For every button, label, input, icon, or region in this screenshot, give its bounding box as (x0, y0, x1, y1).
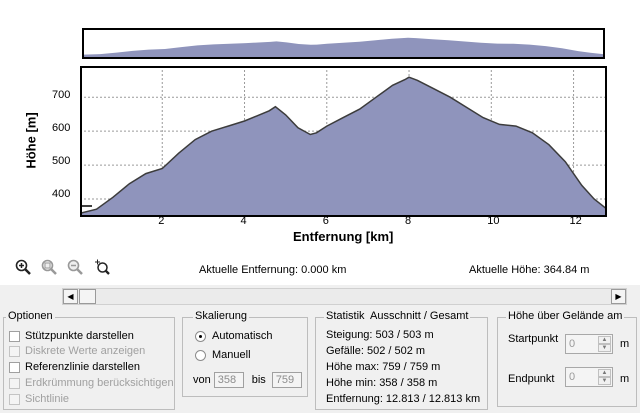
overview-profile-svg (84, 37, 603, 57)
statistics-group: Statistik Ausschnitt / Gesamt Steigung: … (315, 310, 488, 410)
options-group: Optionen Stützpunkte darstellen Diskrete… (3, 310, 175, 410)
end-point-label: Endpunkt (508, 373, 555, 385)
statistics-group-title: Statistik Ausschnitt / Gesamt (324, 310, 471, 322)
spin-down-icon[interactable]: ▼ (598, 344, 611, 352)
spin-up-icon[interactable]: ▲ (598, 369, 611, 377)
x-tick-label: 2 (158, 215, 165, 227)
plot-frame (80, 66, 607, 217)
start-point-value: 0 (569, 338, 576, 350)
option-discrete-values[interactable]: Diskrete Werte anzeigen (9, 345, 145, 357)
y-axis-label: Höhe [m] (23, 112, 39, 169)
radio-button[interactable] (195, 349, 206, 361)
radio-label: Manuell (212, 349, 251, 361)
stat-line: Höhe min: 358 / 358 m (326, 377, 438, 389)
current-distance: Aktuelle Entfernung: 0.000 km (199, 264, 347, 276)
x-tick-label: 6 (322, 215, 329, 227)
current-height: Aktuelle Höhe: 364.84 m (469, 264, 590, 276)
to-field[interactable]: 759 (271, 372, 302, 388)
horizontal-scrollbar[interactable]: ◀ ▶ (62, 288, 627, 305)
x-axis-label: Entfernung [km] (293, 229, 394, 244)
checkbox[interactable] (9, 330, 20, 342)
start-unit-label: m (620, 338, 630, 350)
radio-label: Automatisch (212, 330, 273, 342)
x-tick-label: 12 (569, 215, 582, 227)
x-tick-label: 4 (240, 215, 247, 227)
option-label: Stützpunkte darstellen (25, 330, 134, 342)
scaling-range: von 358 bis 759 (193, 372, 302, 388)
scaling-group-title: Skalierung (193, 310, 249, 322)
option-label: Referenzlinie darstellen (25, 361, 140, 373)
option-line-of-sight[interactable]: Sichtlinie (9, 393, 69, 405)
scaling-automatic-radio[interactable]: Automatisch (195, 330, 273, 342)
main-profile-svg (79, 66, 608, 218)
y-tick-label: 400 (52, 188, 71, 200)
stat-line: Steigung: 503 / 503 m (326, 329, 434, 341)
end-point-spinner[interactable]: 0 ▲ ▼ (565, 367, 613, 387)
scaling-manual-radio[interactable]: Manuell (195, 349, 251, 361)
main-profile-chart[interactable] (79, 66, 608, 218)
option-earth-curvature[interactable]: Erdkrümmung berücksichtigen (9, 377, 174, 389)
y-tick-label: 700 (52, 89, 71, 101)
scroll-thumb[interactable] (79, 289, 96, 304)
x-tick-label: 8 (405, 215, 412, 227)
checkbox[interactable] (9, 361, 20, 373)
option-support-points[interactable]: Stützpunkte darstellen (9, 330, 134, 342)
overview-area (84, 37, 603, 57)
zoom-selection-icon[interactable] (40, 258, 58, 276)
from-field[interactable]: 358 (213, 372, 244, 388)
overview-profile[interactable] (82, 28, 605, 59)
spin-up-icon[interactable]: ▲ (598, 336, 611, 344)
stat-line: Gefälle: 502 / 502 m (326, 345, 426, 357)
checkbox[interactable] (9, 377, 20, 389)
scroll-left-button[interactable]: ◀ (63, 289, 78, 304)
terrain-group-title: Höhe über Gelände am (506, 310, 625, 322)
stat-line: Entfernung: 12.813 / 12.813 km (326, 393, 481, 405)
from-label: von (193, 374, 211, 386)
zoom-reset-icon[interactable] (93, 258, 111, 276)
y-tick-label: 500 (52, 155, 71, 167)
radio-button[interactable] (195, 330, 206, 342)
zoom-out-icon[interactable] (66, 258, 84, 276)
start-point-spinner[interactable]: 0 ▲ ▼ (565, 334, 613, 354)
checkbox[interactable] (9, 393, 20, 405)
end-point-value: 0 (569, 371, 576, 383)
spin-down-icon[interactable]: ▼ (598, 377, 611, 385)
option-label: Sichtlinie (25, 393, 70, 405)
stat-line: Höhe max: 759 / 759 m (326, 361, 441, 373)
start-point-label: Startpunkt (508, 333, 559, 345)
terrain-height-group: Höhe über Gelände am Startpunkt 0 ▲ ▼ m … (497, 310, 637, 407)
scroll-right-button[interactable]: ▶ (611, 289, 626, 304)
checkbox[interactable] (9, 345, 20, 357)
x-tick-label: 10 (487, 215, 500, 227)
option-reference-line[interactable]: Referenzlinie darstellen (9, 361, 140, 373)
scaling-group: Skalierung Automatisch Manuell von 358 b… (182, 310, 308, 397)
profile-area (79, 76, 608, 218)
options-group-title: Optionen (6, 310, 55, 322)
option-label: Erdkrümmung berücksichtigen (25, 377, 174, 389)
option-label: Diskrete Werte anzeigen (25, 345, 146, 357)
y-tick-label: 600 (52, 122, 71, 134)
end-unit-label: m (620, 373, 630, 385)
zoom-in-icon[interactable] (14, 258, 32, 276)
elevation-profile-panel: Höhe [m] 700 600 500 400 2 4 6 8 10 12 Entfer… (0, 0, 640, 285)
to-label: bis (251, 374, 266, 386)
